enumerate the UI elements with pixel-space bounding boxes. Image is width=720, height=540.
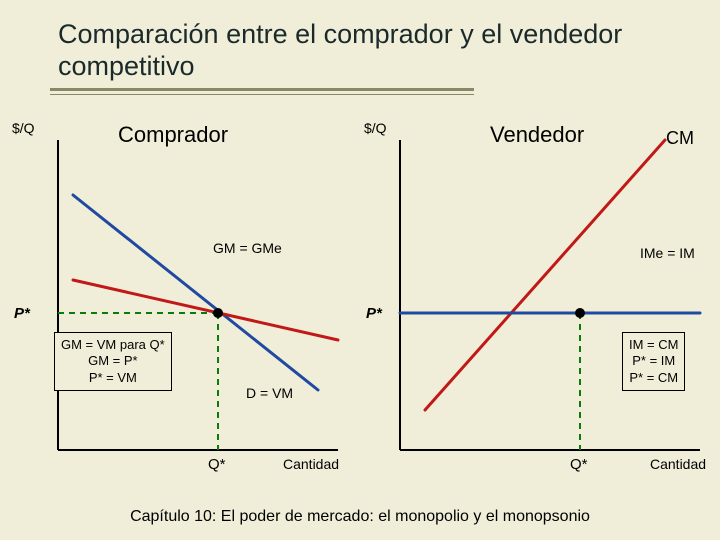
left-p-label: P* xyxy=(14,305,30,322)
left-intersection-dot xyxy=(213,308,223,318)
left-panel-title: Comprador xyxy=(118,122,228,148)
left-note-line1: GM = VM para Q* xyxy=(61,337,165,353)
left-y-label: $/Q xyxy=(12,120,35,136)
title-underline-thin xyxy=(50,94,474,95)
left-note-line2: GM = P* xyxy=(61,353,165,369)
right-x-label: Cantidad xyxy=(650,456,706,472)
right-p-label: P* xyxy=(366,305,382,322)
footer-text: Capítulo 10: El poder de mercado: el mon… xyxy=(0,508,720,526)
left-gm-label: GM = GMe xyxy=(213,240,282,256)
title-underline xyxy=(50,88,474,91)
right-panel-title: Vendedor xyxy=(490,122,584,148)
left-note-line3: P* = VM xyxy=(61,370,165,386)
right-note-box: IM = CM P* = IM P* = CM xyxy=(622,332,685,391)
right-note-line1: IM = CM xyxy=(629,337,678,353)
right-note-line2: P* = IM xyxy=(629,353,678,369)
right-y-label: $/Q xyxy=(364,120,387,136)
left-gm-line xyxy=(73,280,338,340)
slide-title: Comparación entre el comprador y el vend… xyxy=(58,18,638,83)
left-demand-label: D = VM xyxy=(246,385,293,401)
right-cm-label: CM xyxy=(666,128,694,149)
left-panel: $/Q Comprador GM = GMe D = VM P* Q* Cant… xyxy=(18,110,358,490)
left-note-box: GM = VM para Q* GM = P* P* = VM xyxy=(54,332,172,391)
right-q-label: Q* xyxy=(570,456,588,473)
left-q-label: Q* xyxy=(208,456,226,473)
right-chart-svg xyxy=(370,110,710,490)
right-intersection-dot xyxy=(575,308,585,318)
right-ime-label: IMe = IM xyxy=(640,245,695,261)
right-panel: $/Q Vendedor CM IMe = IM P* Q* Cantidad … xyxy=(370,110,710,490)
chart-area: $/Q Comprador GM = GMe D = VM P* Q* Cant… xyxy=(0,110,720,490)
right-note-line3: P* = CM xyxy=(629,370,678,386)
left-chart-svg xyxy=(18,110,358,490)
left-x-label: Cantidad xyxy=(283,456,339,472)
